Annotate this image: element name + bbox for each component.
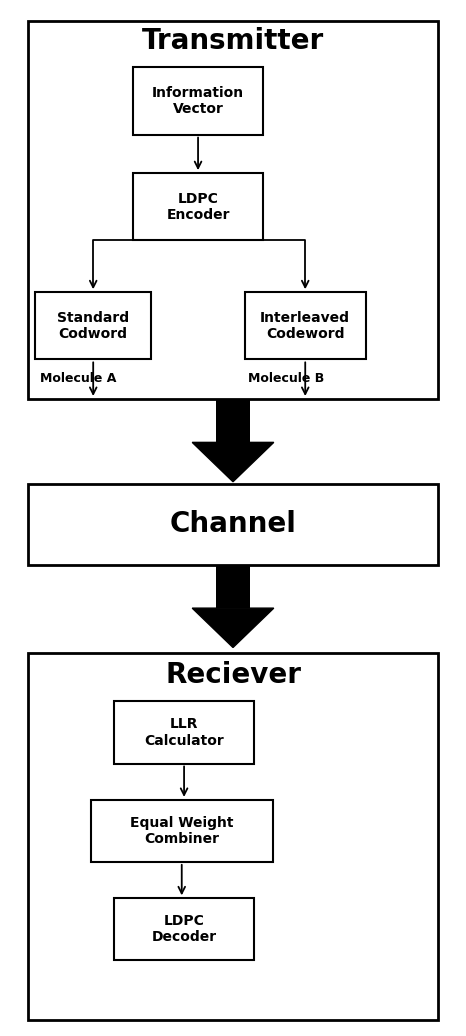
Text: Reciever: Reciever bbox=[165, 661, 301, 690]
Bar bbox=[28, 484, 438, 565]
Text: Standard
Codword: Standard Codword bbox=[57, 311, 129, 341]
Text: Equal Weight
Combiner: Equal Weight Combiner bbox=[130, 815, 233, 846]
Bar bbox=[133, 67, 263, 135]
Text: LDPC
Decoder: LDPC Decoder bbox=[151, 914, 217, 945]
Bar bbox=[35, 292, 151, 359]
Bar bbox=[91, 800, 273, 862]
Polygon shape bbox=[192, 608, 274, 648]
Bar bbox=[114, 701, 254, 764]
Text: Interleaved
Codeword: Interleaved Codeword bbox=[260, 311, 350, 341]
Bar bbox=[28, 653, 438, 1020]
Text: Channel: Channel bbox=[170, 510, 296, 539]
Bar bbox=[215, 399, 251, 442]
Bar bbox=[133, 173, 263, 240]
Text: LLR
Calculator: LLR Calculator bbox=[144, 717, 224, 748]
Text: Molecule B: Molecule B bbox=[247, 372, 324, 384]
Text: LDPC
Encoder: LDPC Encoder bbox=[166, 192, 230, 222]
Text: Transmitter: Transmitter bbox=[142, 27, 324, 56]
Polygon shape bbox=[192, 442, 274, 482]
Bar bbox=[215, 565, 251, 608]
Bar bbox=[114, 898, 254, 960]
Bar bbox=[245, 292, 366, 359]
Text: Molecule A: Molecule A bbox=[40, 372, 116, 384]
Bar bbox=[28, 21, 438, 399]
Text: Information
Vector: Information Vector bbox=[152, 86, 244, 116]
